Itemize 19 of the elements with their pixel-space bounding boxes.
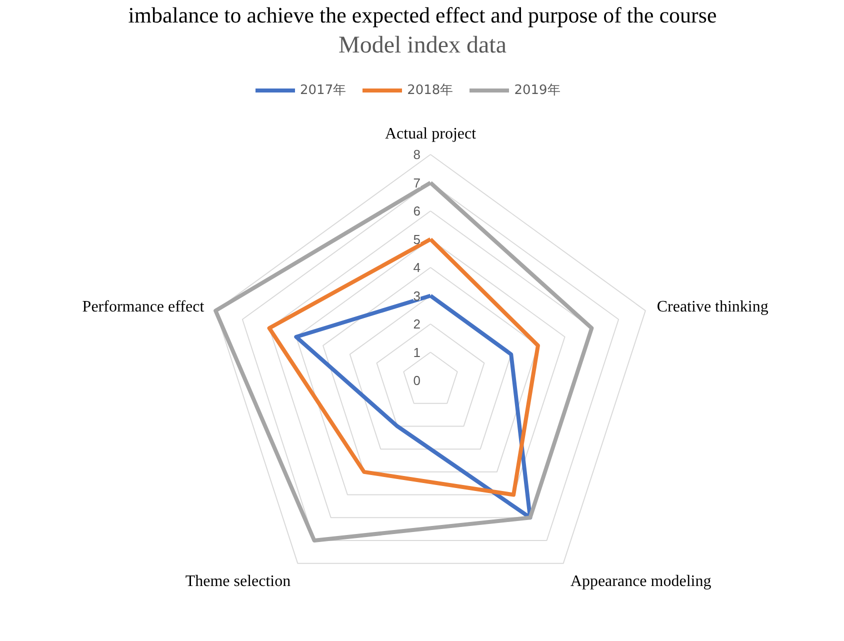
y-tick-label: 3 xyxy=(413,288,421,304)
spoke-label: Actual project xyxy=(384,126,477,142)
spoke-label: Theme selection xyxy=(185,573,291,590)
y-tick-label: 6 xyxy=(413,204,421,218)
y-tick-label: 7 xyxy=(413,175,421,190)
y-tick-label: 5 xyxy=(413,232,421,247)
y-tick-label: 0 xyxy=(413,373,421,388)
chart-title: Model index data xyxy=(338,32,507,58)
legend-label: 2019年 xyxy=(514,82,560,99)
text: imbalance to achieve the expected effect and purpose of the course xyxy=(128,2,717,28)
y-tick-label: 2 xyxy=(413,316,421,332)
y-tick-label: 1 xyxy=(413,344,421,360)
spoke-label: Performance effect xyxy=(82,298,205,316)
legend-label: 2017年 xyxy=(300,82,346,99)
spoke-label: Creative thinking xyxy=(656,298,768,316)
y-tick-label: 4 xyxy=(413,260,421,275)
legend-label: 2018年 xyxy=(407,82,454,99)
y-tick-label: 8 xyxy=(413,147,421,162)
spoke-label: Appearance modeling xyxy=(570,573,712,590)
